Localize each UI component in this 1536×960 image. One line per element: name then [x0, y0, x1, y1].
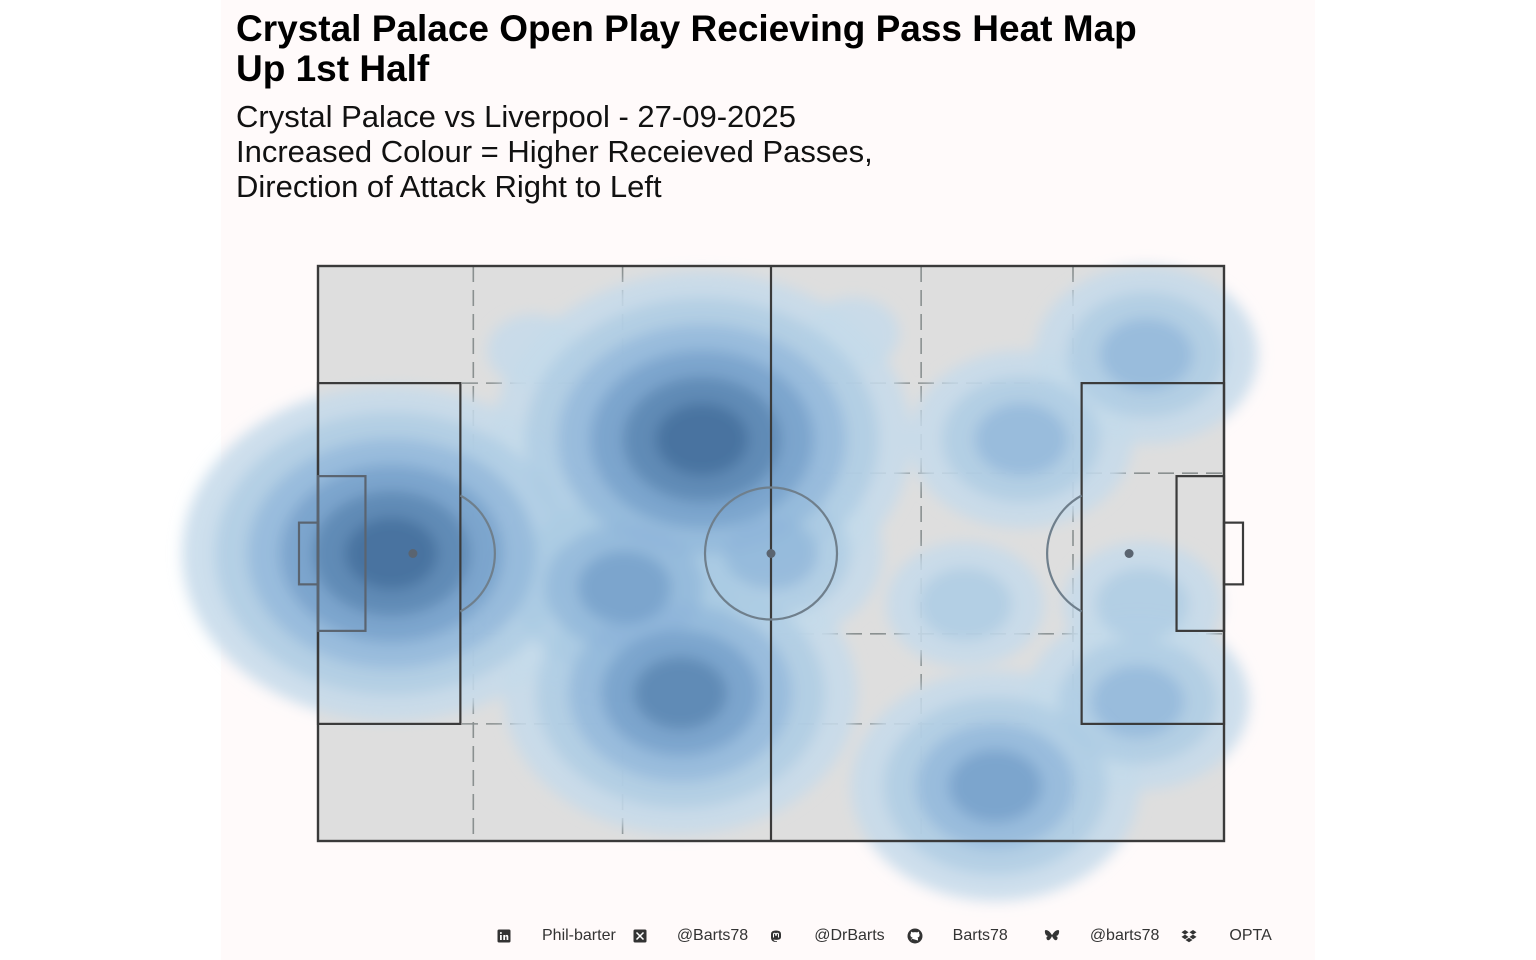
heat-layer — [182, 266, 1258, 902]
chart-title-line-2: Up 1st Half — [236, 48, 430, 89]
right-penalty-arc — [1046, 494, 1083, 613]
github-handle: Barts78 — [952, 927, 1008, 944]
heat-blob-6-ring-4 — [948, 749, 1042, 823]
chart-title-line-1: Crystal Palace Open Play Recieving Pass … — [236, 8, 1137, 49]
heat-blob-7-ring-3 — [974, 403, 1068, 476]
x-twitter-icon — [632, 928, 648, 944]
heat-blob-4-ring-4 — [577, 551, 671, 624]
github-icon — [907, 928, 923, 944]
heat-blob-1-ring-6 — [344, 517, 438, 590]
right-goal — [1222, 521, 1245, 586]
pitch-markings — [297, 264, 1245, 843]
mastodon-icon — [768, 928, 784, 944]
heat-blob-11-ring-2 — [918, 567, 1012, 641]
centre-circle — [703, 486, 839, 621]
bluesky-handle: @barts78 — [1089, 927, 1160, 944]
chart-subtitle-line-1: Crystal Palace vs Liverpool - 27-09-2025 — [236, 99, 796, 134]
centre-spot — [766, 549, 776, 558]
heat-blob-8-ring-3 — [1091, 665, 1185, 738]
heat-blob-10-ring-2 — [1095, 567, 1189, 641]
data-source-label: OPTA — [1229, 927, 1272, 944]
heat-blob-2-ring-6 — [655, 403, 749, 476]
chart-subtitle: Crystal Palace vs Liverpool - 27-09-2025… — [236, 99, 1136, 204]
left-penalty-arc — [459, 494, 496, 613]
mastodon-handle: @DrBarts — [814, 927, 885, 944]
linkedin-handle: Phil-barter — [542, 927, 616, 944]
bluesky-icon — [1044, 928, 1060, 944]
heat-blob-3-ring-5 — [633, 656, 727, 730]
chart-subtitle-line-2: Increased Colour = Higher Receieved Pass… — [236, 134, 873, 169]
right-penalty-spot — [1124, 549, 1134, 558]
left-penalty-spot — [408, 549, 418, 558]
chart-subtitle-line-3: Direction of Attack Right to Left — [236, 169, 662, 204]
linkedin-icon — [496, 928, 512, 944]
heat-blob-9-ring-3 — [1099, 318, 1193, 392]
chart-title: Crystal Palace Open Play Recieving Pass … — [236, 9, 1236, 89]
left-goal — [297, 521, 320, 586]
dropbox-icon — [1181, 928, 1197, 944]
footer-credits: Phil-barter @Barts78 @DrBarts Barts78 @b… — [496, 924, 1272, 948]
x-twitter-handle: @Barts78 — [676, 927, 749, 944]
